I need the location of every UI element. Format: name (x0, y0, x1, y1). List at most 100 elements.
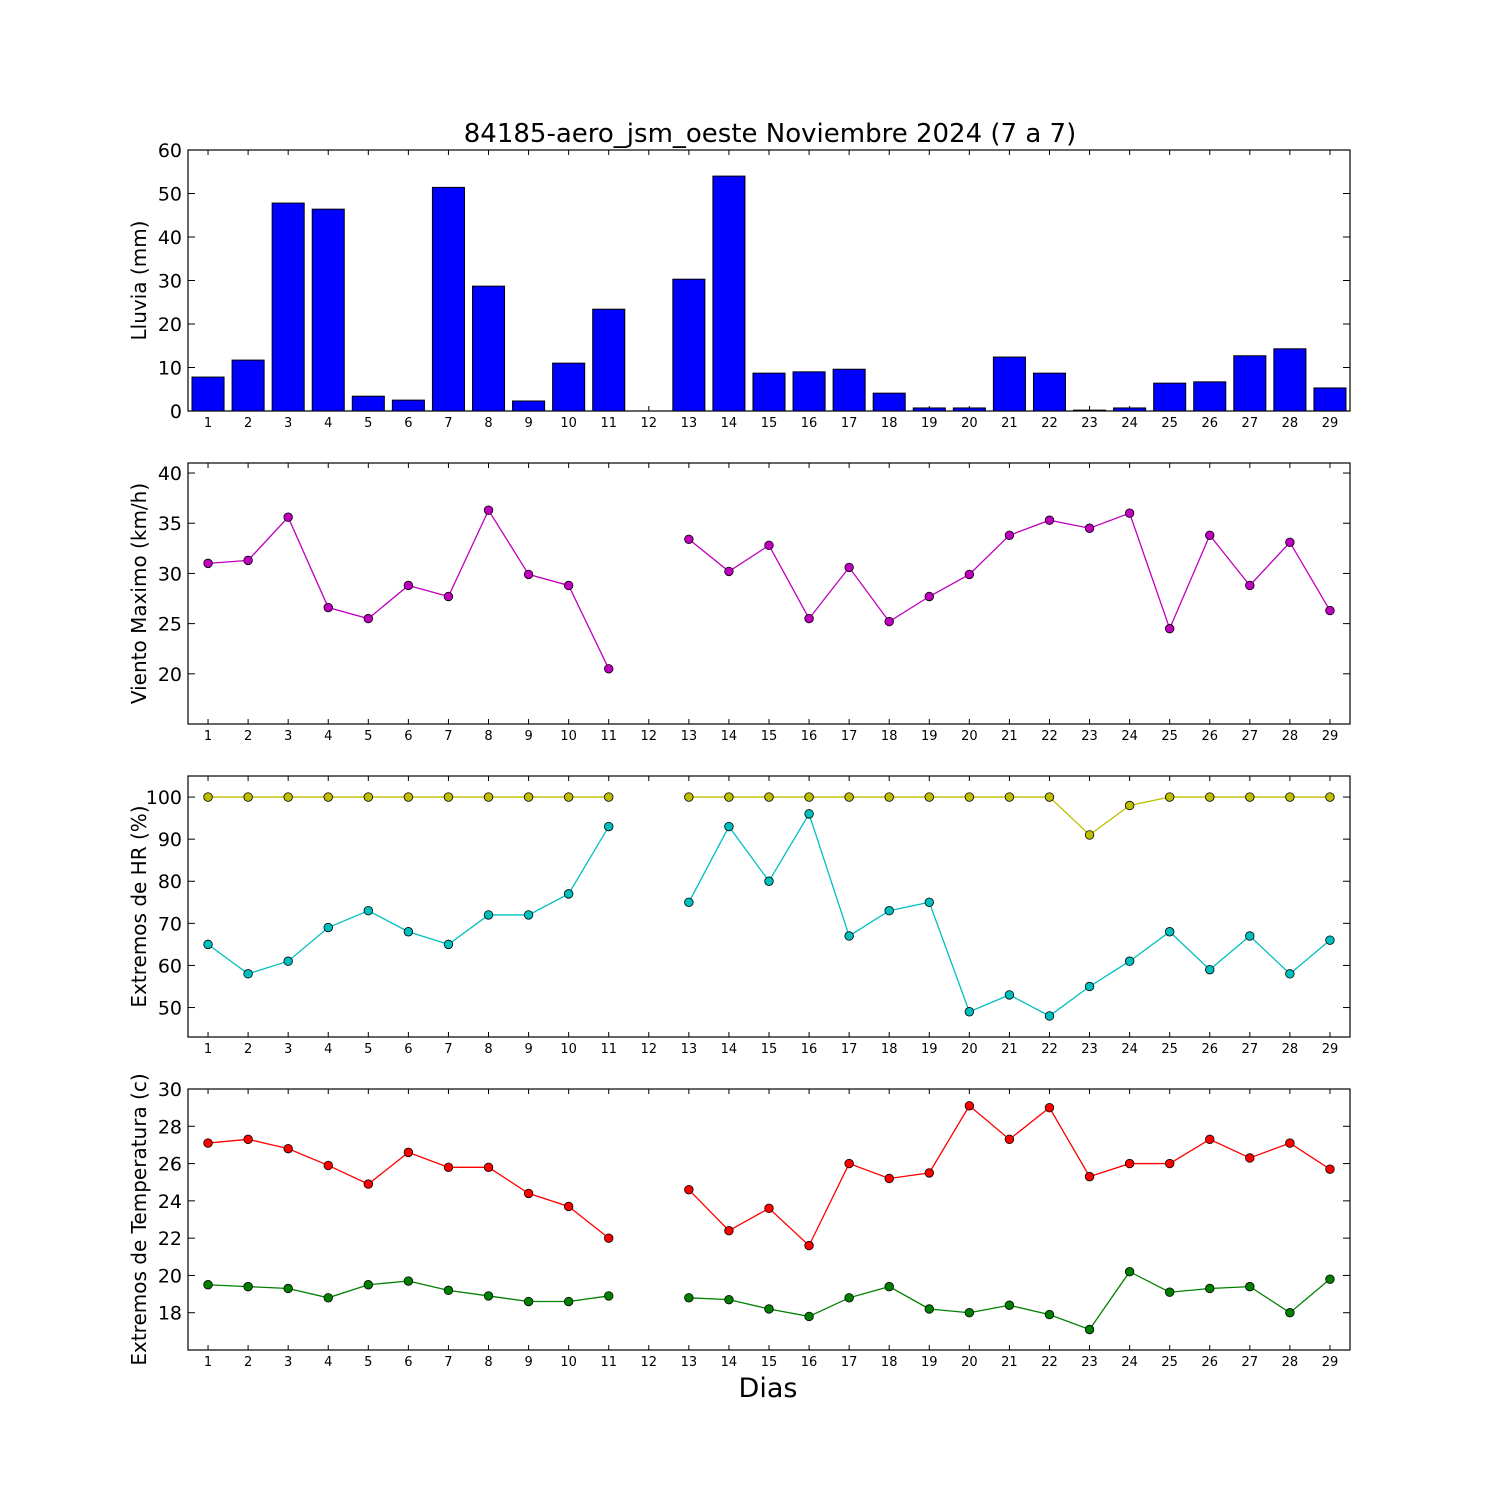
rain-bar (552, 362, 586, 412)
humidity-series-1-point (1245, 792, 1255, 802)
humidity-series-2-point (363, 906, 374, 916)
temperature-series-1-point (403, 1147, 414, 1158)
humidity-series-1-point (243, 792, 253, 802)
rain-bar (191, 376, 225, 412)
humidity-series-2-point (684, 897, 694, 907)
humidity-series-1-point (563, 792, 574, 802)
wind-series-1-point (403, 580, 414, 591)
humidity-xtick-label: 3 (284, 1042, 292, 1057)
temperature-xtick-label: 6 (404, 1355, 412, 1370)
humidity-xtick-label: 12 (641, 1042, 658, 1057)
temperature-xtick-label: 16 (801, 1355, 818, 1370)
wind-series-1-point (964, 569, 975, 580)
wind-series-1-point (523, 569, 534, 580)
humidity-series-2-point (283, 956, 293, 966)
rain-bar (512, 400, 546, 412)
humidity-xtick-label: 6 (404, 1042, 412, 1057)
wind-xtick-label: 5 (364, 729, 372, 744)
temperature-series-2-point (964, 1308, 975, 1318)
temperature-xtick-label: 5 (364, 1355, 372, 1370)
temperature-series-2-point (203, 1280, 213, 1290)
rain-bar (712, 175, 746, 412)
temperature-xtick-label: 1 (204, 1355, 212, 1370)
wind-xtick-label: 26 (1201, 729, 1218, 744)
wind-series-1-point (884, 616, 894, 627)
humidity-series-2-point (1325, 935, 1335, 945)
temperature-xtick-label: 7 (444, 1355, 452, 1370)
rain-ytick-label: 40 (158, 227, 182, 249)
rain-xtick-label: 8 (484, 416, 492, 431)
temperature-series-1-point (443, 1162, 454, 1173)
wind-xtick-label: 19 (921, 729, 938, 744)
rain-bar (952, 407, 986, 412)
temperature-series-2-point (884, 1281, 894, 1292)
temperature-series-1-point (1205, 1134, 1215, 1145)
humidity-xtick-label: 24 (1121, 1042, 1138, 1057)
humidity-ytick-label: 70 (158, 913, 182, 935)
wind-series-1-line (688, 512, 1331, 631)
humidity-xtick-label: 11 (600, 1042, 617, 1057)
temperature-xtick-label: 8 (484, 1355, 492, 1370)
temperature-series-2-point (1124, 1266, 1135, 1277)
temperature-series-2-point (604, 1291, 614, 1301)
rain-bar (351, 395, 385, 412)
wind-ytick-label: 35 (158, 513, 182, 535)
temperature-series-2-point (523, 1296, 534, 1307)
humidity-series-1-point (924, 792, 934, 802)
humidity-series-2-line (688, 812, 1331, 1017)
wind-xtick-label: 3 (284, 729, 292, 744)
wind-xtick-label: 1 (204, 729, 212, 744)
humidity-xtick-label: 19 (921, 1042, 938, 1057)
temperature-series-1-point (1124, 1158, 1135, 1169)
humidity-xtick-label: 29 (1322, 1042, 1339, 1057)
temperature-series-1-point (1285, 1138, 1295, 1148)
wind-series-1-point (1325, 605, 1335, 616)
humidity-series-2-point (1285, 969, 1295, 979)
temperature-xtick-label: 15 (761, 1355, 778, 1370)
temperature-series-2-point (363, 1280, 374, 1290)
temperature-xtick-label: 26 (1201, 1355, 1218, 1370)
humidity-series-2-point (924, 897, 934, 907)
temperature-series-1-point (203, 1138, 213, 1148)
temperature-xtick-label: 20 (961, 1355, 978, 1370)
humidity-series-1-point (1004, 792, 1015, 802)
temperature-series-1-point (483, 1162, 494, 1173)
humidity-series-1-point (724, 792, 734, 802)
rain-xtick-label: 4 (324, 416, 332, 431)
rain-ytick-label: 20 (158, 314, 182, 336)
humidity-series-1-line (688, 796, 1330, 836)
humidity-ytick-label: 60 (158, 955, 182, 977)
temperature-series-2-point (1205, 1283, 1215, 1294)
rain-xtick-label: 22 (1041, 416, 1058, 431)
wind-xtick-label: 14 (721, 729, 738, 744)
rain-xtick-label: 1 (204, 416, 212, 431)
rain-ytick-label: 10 (158, 358, 182, 380)
wind-series-1-point (1004, 530, 1015, 540)
temperature-series-1-point (884, 1173, 894, 1184)
humidity-series-1-point (1084, 830, 1095, 840)
wind-xtick-label: 16 (801, 729, 818, 744)
temperature-series-1-point (1084, 1171, 1095, 1182)
temperature-xtick-label: 28 (1282, 1355, 1299, 1370)
temperature-series-1-line (688, 1104, 1331, 1247)
wind-y-axis-label: Viento Maximo (km/h) (127, 483, 151, 704)
temperature-series-2-point (323, 1293, 333, 1303)
temperature-series-1-point (283, 1143, 293, 1154)
humidity-xtick-label: 20 (961, 1042, 978, 1057)
humidity-xtick-label: 9 (524, 1042, 532, 1057)
humidity-series-1-point (1044, 792, 1055, 802)
humidity-xtick-label: 7 (444, 1042, 452, 1057)
rain-bar (471, 285, 506, 412)
wind-xtick-label: 22 (1041, 729, 1058, 744)
humidity-series-2-point (443, 939, 454, 950)
rain-xtick-label: 29 (1322, 416, 1339, 431)
wind-xtick-label: 21 (1001, 729, 1018, 744)
humidity-series-2-point (403, 927, 414, 937)
rain-xtick-label: 3 (284, 416, 292, 431)
temperature-xtick-label: 18 (881, 1355, 898, 1370)
wind-series-1-point (563, 580, 574, 591)
